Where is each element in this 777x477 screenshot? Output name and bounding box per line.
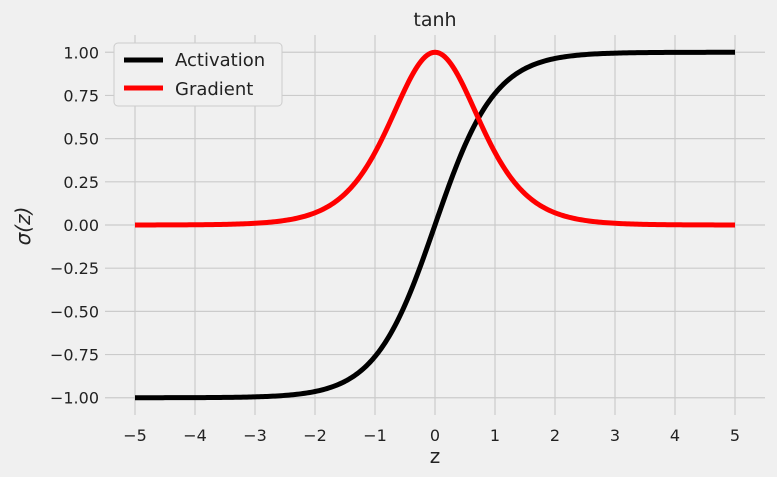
y-tick-label: 0.00: [63, 216, 99, 235]
x-tick-label: 0: [430, 426, 440, 445]
x-axis-label: z: [430, 444, 441, 468]
y-tick-label: −0.50: [50, 302, 99, 321]
y-tick-label: 0.25: [63, 173, 99, 192]
x-tick-label: 3: [610, 426, 620, 445]
y-tick-label: −1.00: [50, 389, 99, 408]
legend: Activation Gradient: [113, 42, 283, 107]
legend-label-gradient: Gradient: [175, 79, 253, 100]
x-tick-label: 5: [730, 426, 740, 445]
series-line-gradient: [134, 49, 736, 228]
x-tick-label: −1: [363, 426, 387, 445]
chart-title: tanh: [413, 9, 456, 31]
x-tick-label: −2: [303, 426, 327, 445]
legend-label-activation: Activation: [175, 50, 265, 71]
y-tick-label: 1.00: [63, 43, 99, 62]
series-line-activation: [134, 49, 736, 401]
series-layer: [134, 49, 736, 401]
y-tick-label: 0.75: [63, 86, 99, 105]
y-tick-label: −0.25: [50, 259, 99, 278]
x-tick-label: 2: [550, 426, 560, 445]
x-tick-label: −5: [123, 426, 147, 445]
y-tick-label: 0.50: [63, 130, 99, 149]
x-tick-label: −4: [183, 426, 207, 445]
y-axis-label: σ(z): [11, 207, 35, 246]
y-tick-labels: −1.00 −0.75 −0.50 −0.25 0.00 0.25 0.50 0.75 1.00: [50, 43, 99, 407]
x-tick-labels: −5 −4 −3 −2 −1 0 1 2 3 4 5: [123, 426, 740, 445]
x-tick-label: 1: [490, 426, 500, 445]
y-axis-label-group: σ(z): [11, 207, 35, 246]
y-tick-label: −0.75: [50, 346, 99, 365]
x-tick-label: −3: [243, 426, 267, 445]
x-tick-label: 4: [670, 426, 680, 445]
